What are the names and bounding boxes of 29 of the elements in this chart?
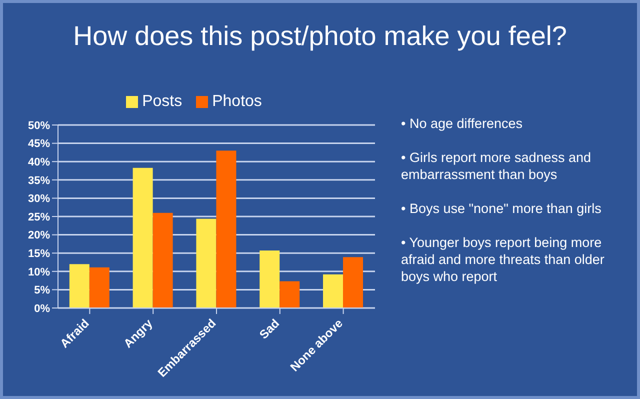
bar [216,150,236,308]
y-tick-label: 40% [28,156,50,169]
bar [280,281,300,308]
y-tick-label: 15% [28,248,50,260]
y-tick-label: 20% [28,230,50,242]
y-tick-label: 30% [28,193,50,206]
text: • Younger boys report being more afraid and more threats than older boys who report [401,234,606,285]
bar [196,218,216,308]
y-tick-label: 45% [28,138,50,150]
bar [323,274,344,308]
text: • No age differences [401,115,524,132]
legend-label: Posts [141,93,182,111]
bar [260,250,280,308]
y-tick-label: 10% [28,266,50,278]
bar [69,264,90,308]
text: • Boys use "none" more than girls [401,200,602,217]
x-tick-label: Sad [256,316,282,342]
bar [89,267,110,308]
chart-title: How does this post/photo make you feel? [72,21,568,52]
y-tick-label: 35% [28,174,50,187]
y-tick-label: 25% [28,211,50,224]
bar [152,212,173,308]
legend-label: Photos [211,93,262,111]
text: • Girls report more sadness and embarrassment than boys [401,149,592,183]
bar [132,168,153,308]
bar [343,257,364,308]
y-tick-label: 5% [34,284,50,297]
y-tick-label: 50% [28,120,50,132]
y-tick-label: 0% [34,302,50,315]
